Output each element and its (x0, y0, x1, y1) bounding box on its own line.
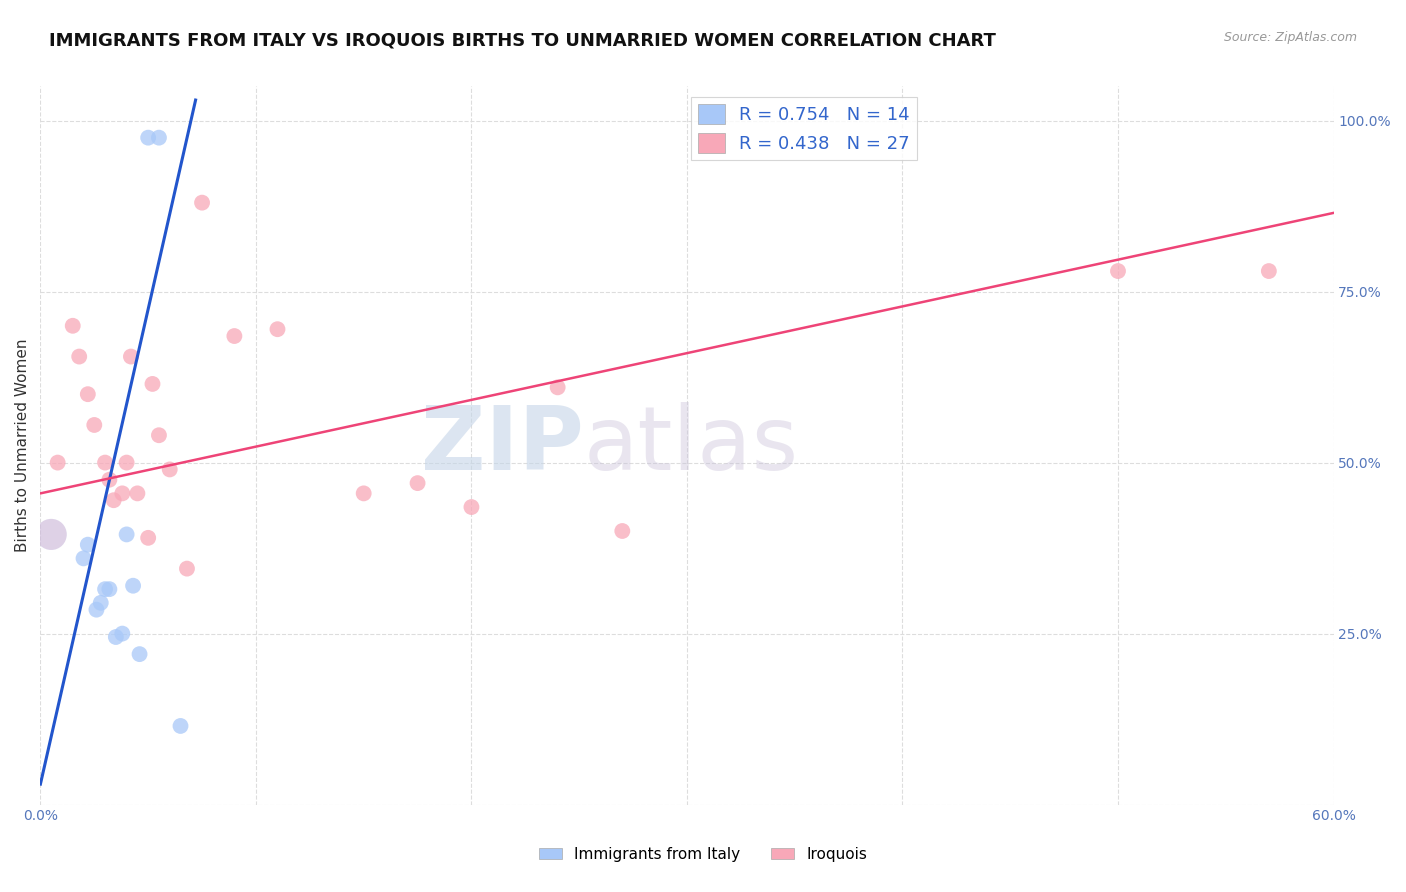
Point (353, 486, 375, 500)
Point (98, 473, 121, 487)
Point (72, 551, 94, 566)
Point (46, 456, 69, 470)
Point (612, 524, 634, 538)
Point (90, 596, 112, 610)
Point (104, 630, 127, 644)
Point (127, 486, 149, 500)
Point (94, 582, 117, 596)
Text: Source: ZipAtlas.com: Source: ZipAtlas.com (1223, 31, 1357, 45)
Point (103, 493, 125, 508)
Point (83, 417, 105, 432)
Point (122, 579, 145, 593)
Point (1257, 264, 1279, 278)
Legend: R = 0.754   N = 14, R = 0.438   N = 27: R = 0.754 N = 14, R = 0.438 N = 27 (690, 97, 917, 160)
Point (547, 380, 569, 394)
Point (111, 626, 134, 640)
Point (460, 500, 482, 514)
Point (266, 322, 288, 336)
Point (67, 350, 90, 364)
Point (136, 531, 159, 545)
Point (86, 602, 108, 616)
Point (39, 527, 62, 541)
Point (98, 582, 121, 596)
Point (148, 130, 170, 145)
Point (128, 647, 150, 661)
Point (224, 329, 246, 343)
Point (1107, 264, 1129, 278)
Text: IMMIGRANTS FROM ITALY VS IROQUOIS BIRTHS TO UNMARRIED WOMEN CORRELATION CHART: IMMIGRANTS FROM ITALY VS IROQUOIS BIRTHS… (49, 31, 995, 49)
Point (406, 476, 429, 491)
Legend: Immigrants from Italy, Iroquois: Immigrants from Italy, Iroquois (533, 841, 873, 868)
Y-axis label: Births to Unmarried Women: Births to Unmarried Women (15, 339, 30, 552)
Point (136, 130, 159, 145)
Point (62, 318, 84, 333)
Point (148, 428, 170, 442)
Point (76, 538, 98, 552)
Text: atlas: atlas (583, 402, 799, 489)
Text: ZIP: ZIP (420, 402, 583, 489)
Point (191, 195, 214, 210)
Point (115, 527, 138, 541)
Point (115, 456, 138, 470)
Point (76, 387, 98, 401)
Point (94, 456, 117, 470)
Point (120, 350, 142, 364)
Point (169, 719, 191, 733)
Point (141, 376, 163, 391)
Point (39, 527, 62, 541)
Point (176, 561, 198, 575)
Point (111, 486, 134, 500)
Point (159, 462, 181, 476)
